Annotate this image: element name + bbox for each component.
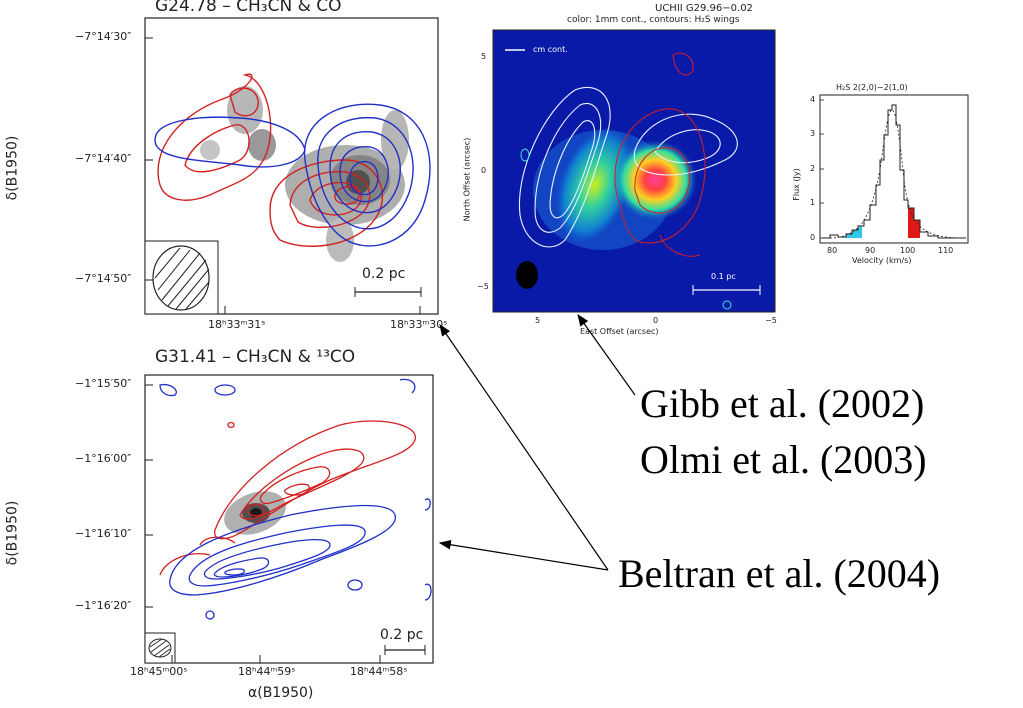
- arrow-to-g29: [577, 314, 636, 396]
- arrow-to-g31: [438, 539, 609, 571]
- panel-g29: UCHII G29.96−0.02 color: 1mm cont., cont…: [455, 0, 790, 345]
- spectrum-ytick: 0: [810, 233, 816, 242]
- spectrum-xlabel: Velocity (km/s): [852, 256, 912, 265]
- g29-map: [492, 29, 776, 313]
- spectrum-xtick: 100: [900, 246, 916, 255]
- g29-legend-label: cm cont.: [533, 45, 568, 54]
- g29-subtitle: color: 1mm cont., contours: H₂S wings: [567, 15, 740, 25]
- g24-dec-tick: −7°14′40″: [75, 152, 132, 165]
- g29-scale-label: 0.1 pc: [711, 272, 736, 281]
- g29-xtick: −5: [765, 316, 777, 325]
- spectrum-ytick: 3: [810, 129, 816, 138]
- spectrum-ytick: 4: [810, 95, 816, 104]
- g29-xlabel: East Offset (arcsec): [580, 327, 659, 336]
- g31-ra-tick: 18ʰ45ᵐ00ˢ: [130, 665, 188, 678]
- g29-title: UCHII G29.96−0.02: [655, 3, 753, 14]
- g31-scale-label: 0.2 pc: [380, 627, 424, 643]
- g24-ra-tick: 18ʰ33ᵐ30ˢ: [390, 318, 448, 331]
- g29-xtick: 0: [653, 316, 659, 325]
- spectrum-ytick: 1: [810, 198, 816, 207]
- citation-olmi: Olmi et al. (2003): [640, 437, 927, 482]
- g29-ytick: −5: [477, 282, 489, 291]
- panel-spectrum: H₂S 2(2,0)−2(1,0) 0 1 2 3 4 80 90 100 11…: [790, 80, 970, 280]
- panel-g24-title: G24.78 – CH₃CN & CO: [155, 0, 342, 16]
- panel-g24: G24.78 – CH₃CN & CO: [0, 0, 450, 340]
- g24-dec-tick: −7°14′50″: [75, 272, 132, 285]
- g31-dec-tick: −1°15′50″: [75, 377, 132, 390]
- spectrum-xtick: 80: [827, 246, 838, 255]
- spectrum-title: H₂S 2(2,0)−2(1,0): [836, 83, 908, 92]
- spectrum-ytick: 2: [810, 164, 816, 173]
- citation-gibb: Gibb et al. (2002): [640, 381, 925, 426]
- spectrum-xtick: 110: [938, 246, 954, 255]
- spectrum-plot: [819, 94, 969, 244]
- citation-beltran: Beltran et al. (2004): [618, 551, 941, 596]
- g29-ytick: 0: [481, 166, 487, 175]
- g29-xtick: 5: [535, 316, 541, 325]
- arrow-to-g24: [439, 324, 609, 571]
- spectrum-xtick: 90: [865, 246, 876, 255]
- g31-dec-tick: −1°16′00″: [75, 452, 132, 465]
- g24-scale-label: 0.2 pc: [362, 266, 406, 282]
- panel-g31: G31.41 – CH₃CN & ¹³CO: [0, 345, 450, 708]
- g31-xlabel: α(B1950): [248, 685, 314, 701]
- g31-ra-tick: 18ʰ44ᵐ59ˢ: [238, 665, 296, 678]
- g31-dec-tick: −1°16′20″: [75, 599, 132, 612]
- g31-ra-tick: 18ʰ44ᵐ58ˢ: [350, 665, 408, 678]
- g24-ra-tick: 18ʰ33ᵐ31ˢ: [208, 318, 266, 331]
- g24-dec-tick: −7°14′30″: [75, 30, 132, 43]
- g31-dec-tick: −1°16′10″: [75, 527, 132, 540]
- panel-g31-plot: [144, 374, 434, 664]
- panel-g31-title: G31.41 – CH₃CN & ¹³CO: [155, 347, 356, 367]
- panel-g24-plot: [144, 17, 439, 315]
- g29-ytick: 5: [481, 52, 487, 61]
